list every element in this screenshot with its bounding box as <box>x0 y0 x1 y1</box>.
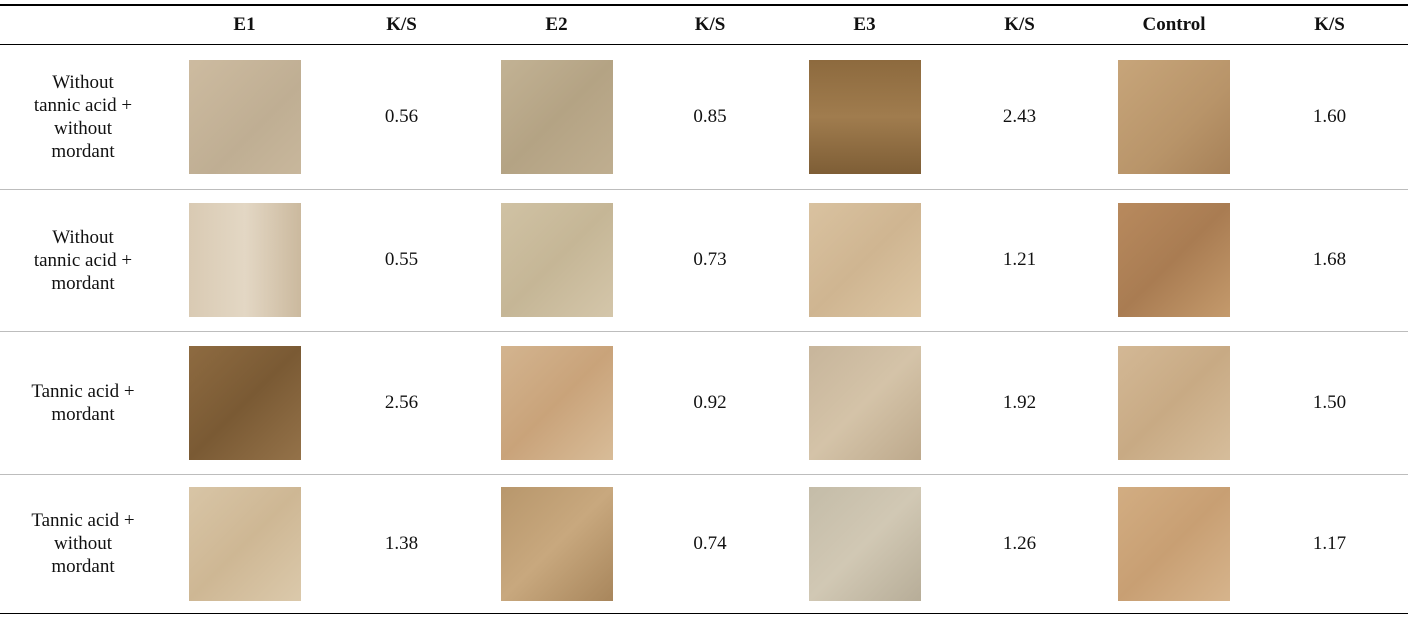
row-label: Tannic acid + mordant <box>27 380 139 426</box>
fabric-swatch <box>501 60 613 174</box>
fabric-swatch <box>809 60 921 174</box>
column-header: E1 <box>166 5 323 44</box>
fabric-swatch <box>501 203 613 317</box>
swatch-cell <box>787 189 942 331</box>
swatch-cell <box>787 331 942 474</box>
table-row: Without tannic acid + without mordant 0.5… <box>0 44 1408 189</box>
row-label: Without tannic acid + without mordant <box>27 71 139 163</box>
corner-cell <box>0 5 166 44</box>
ks-value: 1.50 <box>1251 331 1408 474</box>
table-row: Tannic acid + without mordant 1.38 0.74 1.2… <box>0 474 1408 613</box>
column-header: K/S <box>942 5 1097 44</box>
ks-value: 0.55 <box>323 189 480 331</box>
ks-value: 1.68 <box>1251 189 1408 331</box>
swatch-cell <box>166 44 323 189</box>
ks-value: 1.26 <box>942 474 1097 613</box>
ks-value: 2.43 <box>942 44 1097 189</box>
ks-value: 1.38 <box>323 474 480 613</box>
fabric-swatch <box>809 346 921 460</box>
ks-value: 1.92 <box>942 331 1097 474</box>
swatch-cell <box>1097 331 1251 474</box>
swatch-cell <box>166 189 323 331</box>
column-header: K/S <box>323 5 480 44</box>
fabric-swatch <box>501 487 613 601</box>
row-label-cell: Without tannic acid + without mordant <box>0 44 166 189</box>
ks-value: 2.56 <box>323 331 480 474</box>
fabric-swatch <box>501 346 613 460</box>
fabric-swatch <box>189 60 301 174</box>
fabric-swatch <box>1118 346 1230 460</box>
swatch-cell <box>480 474 633 613</box>
fabric-swatch <box>809 487 921 601</box>
swatch-cell <box>166 474 323 613</box>
swatch-cell <box>787 44 942 189</box>
ks-value: 1.60 <box>1251 44 1408 189</box>
row-label-cell: Tannic acid + mordant <box>0 331 166 474</box>
swatch-cell <box>480 44 633 189</box>
fabric-swatch <box>1118 487 1230 601</box>
fabric-swatch <box>1118 203 1230 317</box>
swatch-cell <box>1097 189 1251 331</box>
swatch-cell <box>1097 44 1251 189</box>
table-body: Without tannic acid + without mordant 0.5… <box>0 44 1408 613</box>
ks-value: 0.56 <box>323 44 480 189</box>
swatch-cell <box>480 331 633 474</box>
ks-value: 0.73 <box>633 189 787 331</box>
swatch-cell <box>787 474 942 613</box>
column-header: E2 <box>480 5 633 44</box>
swatch-cell <box>166 331 323 474</box>
swatch-cell <box>1097 474 1251 613</box>
table-row: Tannic acid + mordant 2.56 0.92 1.92 1.50 <box>0 331 1408 474</box>
ks-value: 1.21 <box>942 189 1097 331</box>
row-label: Without tannic acid + mordant <box>27 226 139 295</box>
ks-value: 0.92 <box>633 331 787 474</box>
column-header: K/S <box>633 5 787 44</box>
table-row: Without tannic acid + mordant 0.55 0.73 1.2… <box>0 189 1408 331</box>
column-header: E3 <box>787 5 942 44</box>
column-header: Control <box>1097 5 1251 44</box>
fabric-swatch <box>809 203 921 317</box>
ks-value: 0.74 <box>633 474 787 613</box>
row-label-cell: Tannic acid + without mordant <box>0 474 166 613</box>
column-header: K/S <box>1251 5 1408 44</box>
fabric-swatch <box>1118 60 1230 174</box>
ks-value: 0.85 <box>633 44 787 189</box>
fabric-swatch <box>189 203 301 317</box>
ks-value: 1.17 <box>1251 474 1408 613</box>
swatch-cell <box>480 189 633 331</box>
fabric-swatch <box>189 487 301 601</box>
row-label: Tannic acid + without mordant <box>27 509 139 578</box>
row-label-cell: Without tannic acid + mordant <box>0 189 166 331</box>
fabric-swatch <box>189 346 301 460</box>
